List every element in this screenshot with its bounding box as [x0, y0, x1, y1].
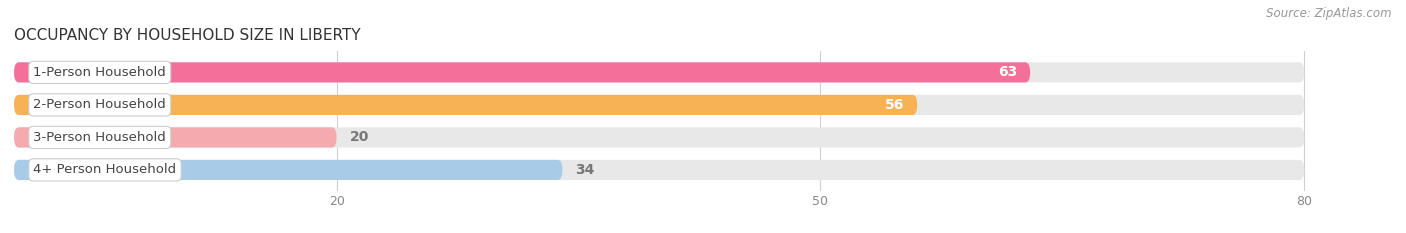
- Text: 34: 34: [575, 163, 595, 177]
- Text: 2-Person Household: 2-Person Household: [34, 98, 166, 111]
- Text: 4+ Person Household: 4+ Person Household: [34, 163, 177, 176]
- Text: 3-Person Household: 3-Person Household: [34, 131, 166, 144]
- FancyBboxPatch shape: [14, 95, 1305, 115]
- Text: 56: 56: [884, 98, 904, 112]
- Text: OCCUPANCY BY HOUSEHOLD SIZE IN LIBERTY: OCCUPANCY BY HOUSEHOLD SIZE IN LIBERTY: [14, 28, 361, 43]
- FancyBboxPatch shape: [14, 160, 1305, 180]
- FancyBboxPatch shape: [14, 160, 562, 180]
- Text: 20: 20: [350, 130, 368, 144]
- FancyBboxPatch shape: [14, 127, 336, 147]
- Text: 1-Person Household: 1-Person Household: [34, 66, 166, 79]
- FancyBboxPatch shape: [14, 95, 917, 115]
- FancyBboxPatch shape: [14, 62, 1305, 82]
- Text: Source: ZipAtlas.com: Source: ZipAtlas.com: [1267, 7, 1392, 20]
- FancyBboxPatch shape: [14, 127, 1305, 147]
- Text: 63: 63: [998, 65, 1017, 79]
- FancyBboxPatch shape: [14, 62, 1031, 82]
